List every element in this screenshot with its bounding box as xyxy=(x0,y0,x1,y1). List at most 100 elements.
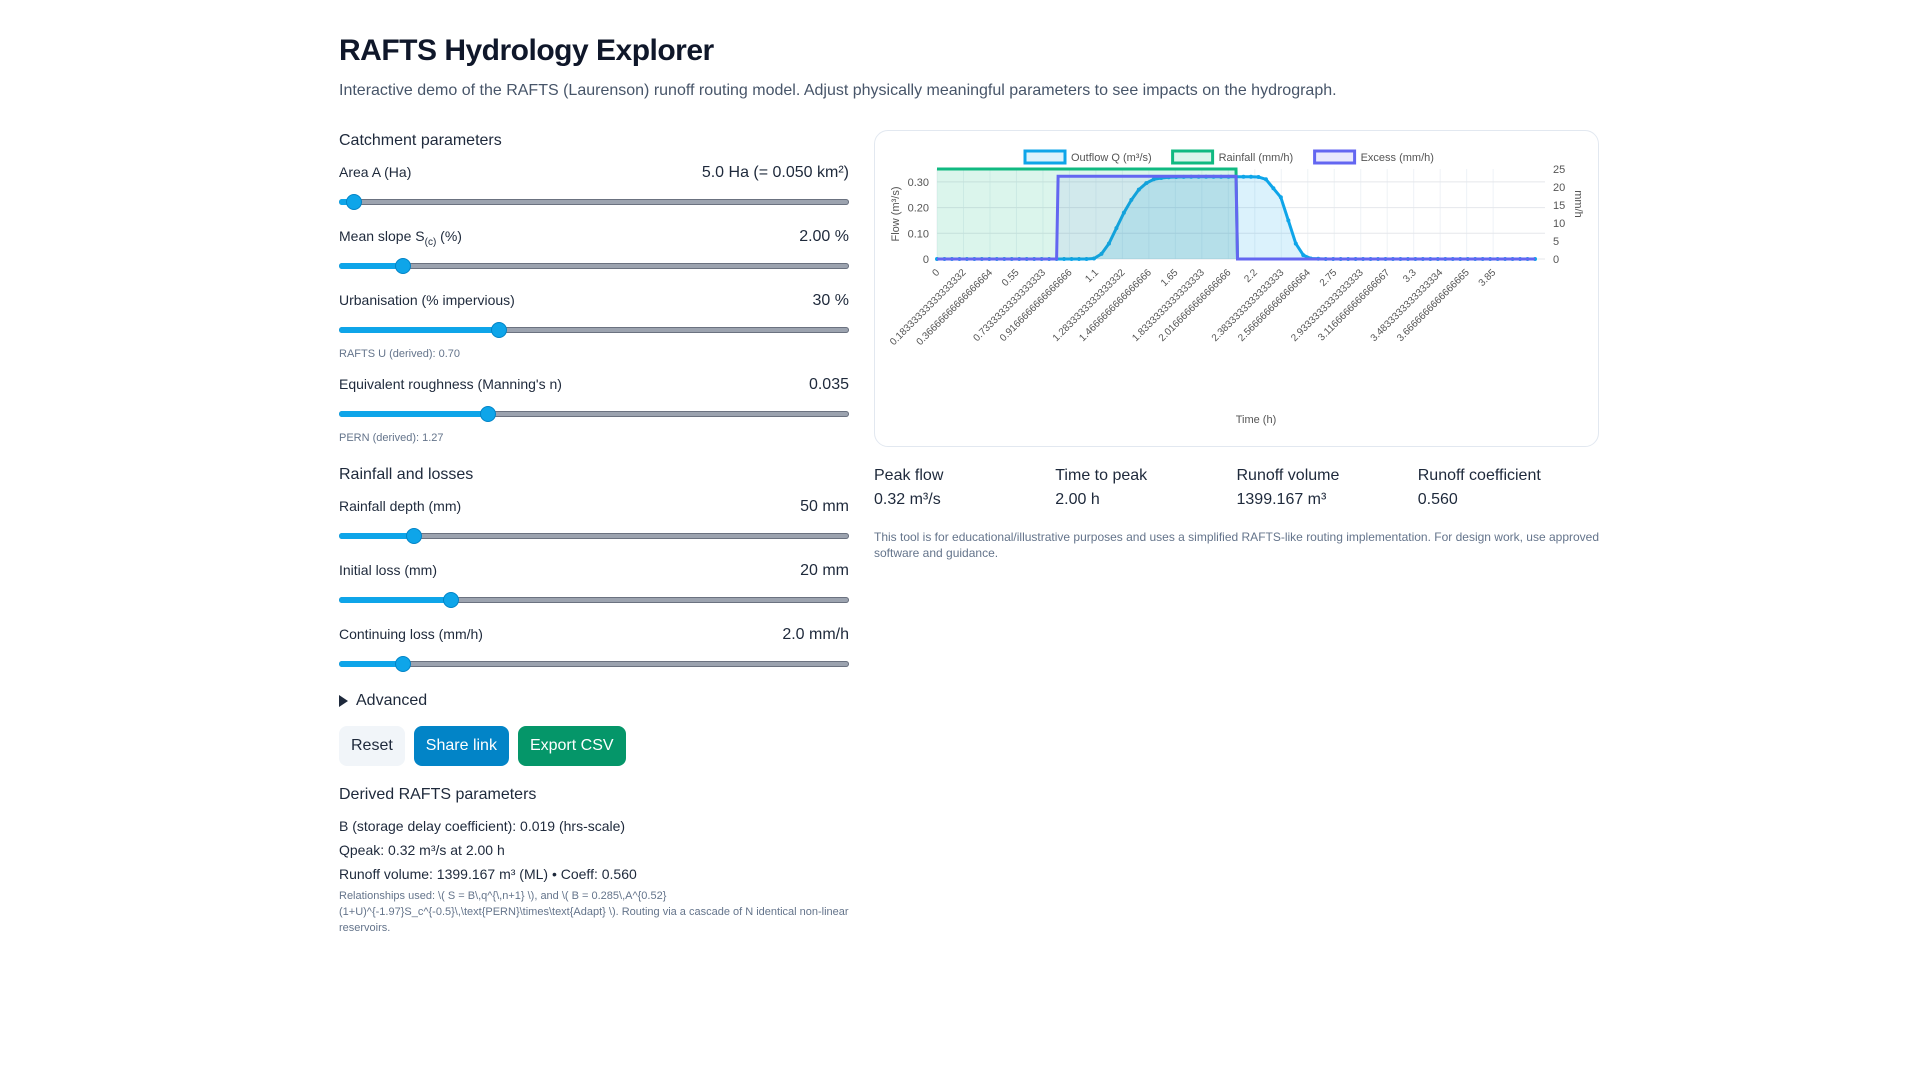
y-tick-label: 0.10 xyxy=(908,228,929,240)
rainfall-section-title: Rainfall and losses xyxy=(339,466,474,483)
series-line-2 xyxy=(937,174,1535,261)
advanced-toggle[interactable]: Advanced xyxy=(339,692,849,710)
area-label: Area A (Ha) xyxy=(339,164,412,180)
slider-fill xyxy=(339,411,488,417)
rafts-u-note: RAFTS U (derived): 0.70 xyxy=(339,348,461,360)
slider-thumb[interactable] xyxy=(442,592,459,608)
slider-fill xyxy=(339,327,499,333)
outflow-point xyxy=(1099,251,1104,256)
legend-swatch xyxy=(1023,149,1067,165)
y2-tick-label: 0 xyxy=(1553,254,1559,266)
outflow-point xyxy=(1114,226,1119,231)
outflow-point xyxy=(1278,195,1283,200)
stat-label: Runoff volume xyxy=(1236,467,1340,484)
continuing-loss-slider[interactable] xyxy=(339,654,849,674)
slider-fill xyxy=(339,597,451,603)
x-tick-label: 3.3 xyxy=(1401,267,1419,285)
y-tick-label: 0.20 xyxy=(908,203,929,215)
initial-loss-param: Initial loss (mm) 20 mm xyxy=(339,562,849,610)
continuing-loss-value: 2.0 mm/h xyxy=(782,626,849,643)
stat-runoff-volume: Runoff volume 1399.167 m³ xyxy=(1237,465,1418,511)
outflow-point xyxy=(1271,186,1276,191)
area-slider[interactable] xyxy=(339,192,849,212)
slider-track xyxy=(339,533,849,539)
slider-fill xyxy=(339,661,403,667)
slope-value: 2.00 % xyxy=(799,228,849,245)
controls-panel: Catchment parameters Area A (Ha) 5.0 Ha … xyxy=(339,130,849,936)
export-csv-button[interactable]: Export CSV xyxy=(517,726,626,766)
advanced-label: Advanced xyxy=(356,692,428,709)
y2-axis-label: mm/h xyxy=(1572,190,1584,218)
rainfall-depth-label: Rainfall depth (mm) xyxy=(339,498,462,514)
outflow-point xyxy=(1151,177,1156,182)
rainfall-depth-slider[interactable] xyxy=(339,526,849,546)
derived-section-title: Derived RAFTS parameters xyxy=(339,786,537,803)
outflow-point xyxy=(1248,174,1253,179)
roughness-slider[interactable] xyxy=(339,404,849,424)
hydrograph-chart-card: 0 0.18333333333333332 0.36666666666666664 0… xyxy=(874,130,1599,447)
x-tick-label: 2.2 xyxy=(1242,267,1260,285)
urbanisation-slider[interactable] xyxy=(339,320,849,340)
outflow-point xyxy=(1144,181,1149,186)
slider-track xyxy=(339,199,849,205)
initial-loss-slider[interactable] xyxy=(339,590,849,610)
legend-label: Outflow Q (m³/s) xyxy=(1071,152,1152,164)
x-tick-label: 0.55 xyxy=(1000,267,1022,289)
slider-thumb[interactable] xyxy=(394,258,411,274)
b-coefficient-line: B (storage delay coefficient): 0.019 (hr… xyxy=(339,818,626,834)
reset-button[interactable]: Reset xyxy=(339,726,405,766)
x-tick-label: 1.1 xyxy=(1083,267,1101,285)
page-subtitle: Interactive demo of the RAFTS (Laurenson… xyxy=(339,82,1337,99)
x-tick-label: 0 xyxy=(930,267,942,279)
roughness-value: 0.035 xyxy=(808,376,849,393)
runoff-volume-line: Runoff volume: 1399.167 m³ (ML) • Coeff:… xyxy=(339,866,637,882)
urbanisation-label: Urbanisation (% impervious) xyxy=(339,292,515,308)
disclaimer: This tool is for educational/illustrativ… xyxy=(874,530,1600,560)
slider-thumb[interactable] xyxy=(394,656,411,672)
action-buttons: Reset Share link Export CSV xyxy=(339,726,849,766)
continuing-loss-label: Continuing loss (mm/h) xyxy=(339,626,483,642)
x-tick-label: 3.85 xyxy=(1477,267,1499,289)
stat-label: Runoff coefficient xyxy=(1417,467,1541,484)
share-link-button[interactable]: Share link xyxy=(413,726,509,766)
outflow-point xyxy=(1077,257,1082,261)
slider-track xyxy=(339,597,849,603)
outflow-point xyxy=(1241,174,1246,179)
y2-tick-label: 15 xyxy=(1553,200,1565,212)
urbanisation-value: 30 % xyxy=(812,292,849,309)
qpeak-line: Qpeak: 0.32 m³/s at 2.00 h xyxy=(339,842,505,858)
slider-thumb[interactable] xyxy=(479,406,496,422)
stat-value: 0.32 m³/s xyxy=(874,491,941,508)
slider-track xyxy=(339,661,849,667)
slider-thumb[interactable] xyxy=(405,528,422,544)
relationships-note: Relationships used: \( S = B\,q^{\,n+1} … xyxy=(339,890,849,934)
stat-value: 2.00 h xyxy=(1055,491,1100,508)
y2-tick-label: 10 xyxy=(1553,218,1565,230)
urbanisation-param: Urbanisation (% impervious) 30 % RAFTS U… xyxy=(339,292,849,360)
roughness-param: Equivalent roughness (Manning's n) 0.035… xyxy=(339,376,849,444)
legend-swatch xyxy=(1313,149,1357,165)
slider-fill xyxy=(339,263,403,269)
stat-label: Time to peak xyxy=(1055,467,1148,484)
slider-thumb[interactable] xyxy=(490,322,507,338)
slope-label-sub: (c) xyxy=(424,236,437,248)
y2-tick-label: 25 xyxy=(1553,164,1565,176)
legend-label: Rainfall (mm/h) xyxy=(1219,152,1294,164)
slope-label: Mean slope S(c) (%) xyxy=(339,228,462,248)
pern-note: PERN (derived): 1.27 xyxy=(339,432,444,444)
legend-label: Excess (mm/h) xyxy=(1361,152,1434,164)
y-axis-label: Flow (m³/s) xyxy=(890,187,902,242)
outflow-point xyxy=(1263,177,1268,182)
x-axis-label: Time (h) xyxy=(1236,414,1277,426)
roughness-label: Equivalent roughness (Manning's n) xyxy=(339,376,562,392)
outflow-point xyxy=(1084,257,1089,261)
results-panel: 0 0.18333333333333332 0.36666666666666664 0… xyxy=(874,130,1599,561)
stat-value: 0.560 xyxy=(1417,491,1458,508)
catchment-section-title: Catchment parameters xyxy=(339,132,502,149)
outflow-point xyxy=(1069,257,1074,261)
slope-slider[interactable] xyxy=(339,256,849,276)
area-value: 5.0 Ha (= 0.050 km²) xyxy=(701,164,849,181)
outflow-point xyxy=(1293,241,1298,246)
slider-thumb[interactable] xyxy=(346,194,363,210)
slope-label-tail: (%) xyxy=(436,228,462,244)
